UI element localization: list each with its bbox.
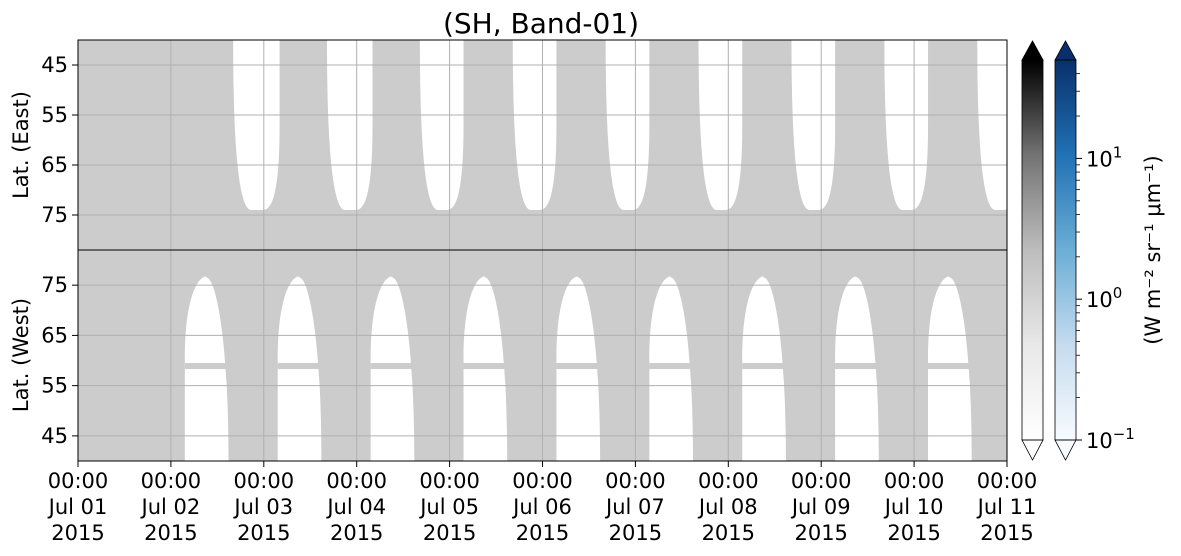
- west-band: [463, 363, 508, 370]
- x-tick-date: Jul 06: [511, 495, 572, 519]
- grey-colorbar: [1021, 40, 1044, 461]
- west-band: [928, 363, 972, 370]
- x-tick-year: 2015: [144, 521, 197, 545]
- x-tick-date: Jul 09: [790, 495, 851, 519]
- west-y-tick-label: 65: [41, 323, 68, 347]
- west-band: [742, 363, 786, 370]
- grey-colorbar-fill: [1022, 60, 1043, 440]
- west-y-tick-label: 55: [41, 374, 68, 398]
- x-tick-date: Jul 01: [47, 495, 108, 519]
- blue-colorbar-min-extension: [1054, 439, 1077, 461]
- x-tick-time: 00:00: [884, 469, 945, 493]
- x-tick-time: 00:00: [977, 469, 1038, 493]
- x-tick-year: 2015: [794, 521, 847, 545]
- x-tick-year: 2015: [609, 521, 662, 545]
- east-y-tick-label: 45: [41, 53, 68, 77]
- chart-title: (SH, Band-01): [443, 7, 639, 40]
- x-tick-date: Jul 02: [140, 495, 201, 519]
- east-y-axis: 45 55 65 75: [41, 53, 78, 227]
- x-tick-year: 2015: [330, 521, 383, 545]
- x-tick-year: 2015: [980, 521, 1033, 545]
- east-bright-window: [977, 40, 1007, 210]
- x-tick-time: 00:00: [326, 469, 387, 493]
- east-bright-window: [884, 40, 929, 210]
- west-band: [184, 363, 229, 370]
- east-bright-window: [605, 40, 650, 210]
- west-y-axis-label: Lat. (West): [9, 298, 33, 412]
- x-tick-time: 00:00: [791, 469, 852, 493]
- grey-colorbar-max-extension: [1021, 40, 1044, 61]
- colorbar-label: (W m⁻² sr⁻¹ μm⁻¹): [1141, 155, 1165, 345]
- east-y-axis-label: Lat. (East): [9, 91, 33, 199]
- x-tick-time: 00:00: [234, 469, 295, 493]
- x-tick-year: 2015: [423, 521, 476, 545]
- colorbar-tick-label: 101: [1086, 143, 1122, 171]
- colorbar-tick-label: 100: [1086, 284, 1122, 312]
- x-tick-time: 00:00: [48, 469, 109, 493]
- x-tick-date: Jul 10: [883, 495, 944, 519]
- x-tick-time: 00:00: [698, 469, 759, 493]
- x-tick-date: Jul 04: [325, 495, 386, 519]
- east-y-tick-label: 75: [41, 203, 68, 227]
- blue-colorbar-fill: [1055, 60, 1076, 440]
- east-bright-window: [512, 40, 557, 210]
- blue-colorbar-ticks: 101 100 10−1: [1076, 73, 1135, 453]
- east-y-tick-label: 55: [41, 103, 68, 127]
- x-tick-year: 2015: [887, 521, 940, 545]
- east-y-tick-label: 65: [41, 153, 68, 177]
- x-tick-year: 2015: [516, 521, 569, 545]
- grid-lines: [77, 40, 1008, 461]
- x-tick-date: Jul 03: [232, 495, 293, 519]
- west-y-tick-label: 45: [41, 424, 68, 448]
- x-tick-year: 2015: [237, 521, 290, 545]
- east-bright-window: [233, 40, 280, 210]
- west-y-axis: 75 65 55 45: [41, 273, 78, 448]
- west-band: [835, 363, 879, 370]
- grey-colorbar-min-extension: [1021, 439, 1044, 461]
- blue-colorbar: 101 100 10−1: [1054, 40, 1135, 461]
- west-band: [649, 363, 693, 370]
- x-tick-time: 00:00: [512, 469, 573, 493]
- east-bright-window: [791, 40, 836, 210]
- west-band: [277, 363, 322, 370]
- blue-colorbar-max-extension: [1054, 40, 1077, 61]
- east-panel: [78, 40, 1007, 250]
- x-tick-year: 2015: [51, 521, 104, 545]
- x-tick-date: Jul 08: [697, 495, 758, 519]
- west-band: [556, 363, 601, 370]
- x-tick-time: 00:00: [605, 469, 666, 493]
- east-bright-window: [326, 40, 373, 210]
- west-band: [370, 363, 415, 370]
- x-tick-time: 00:00: [141, 469, 202, 493]
- west-y-tick-label: 75: [41, 273, 68, 297]
- x-tick-date: Jul 05: [418, 495, 479, 519]
- east-bright-window: [419, 40, 464, 210]
- x-tick-date: Jul 11: [976, 495, 1037, 519]
- blue-colorbar-frame: [1054, 59, 1077, 441]
- grey-colorbar-frame: [1021, 59, 1044, 441]
- colorbar-tick-label: 10−1: [1086, 425, 1135, 453]
- x-tick-date: Jul 07: [604, 495, 665, 519]
- east-bright-window: [698, 40, 743, 210]
- x-tick-year: 2015: [702, 521, 755, 545]
- x-tick-time: 00:00: [419, 469, 480, 493]
